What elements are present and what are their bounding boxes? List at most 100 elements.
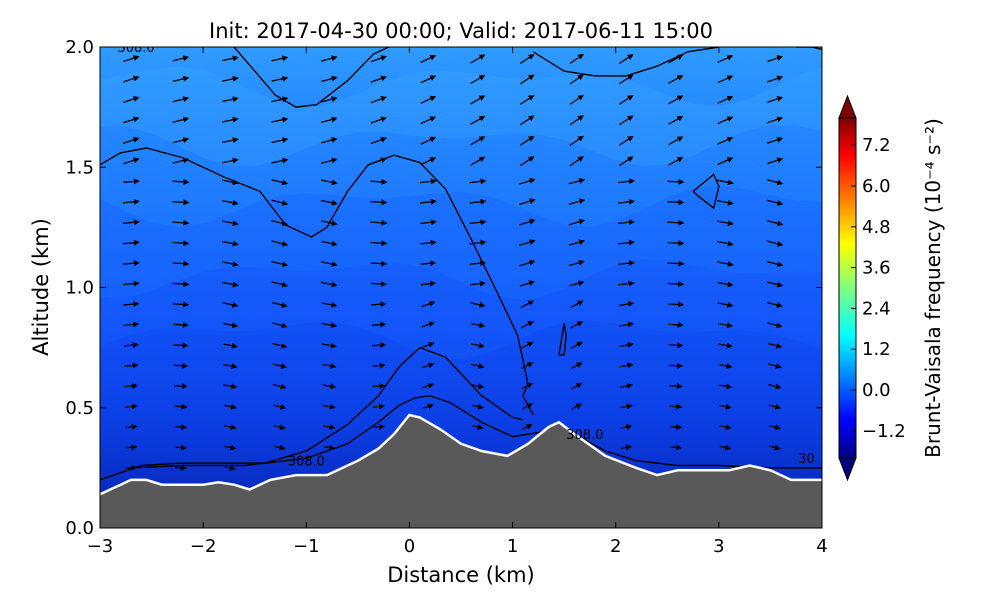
wind-vector [469,178,487,185]
wind-vector [370,281,387,287]
wind-vector [470,322,486,329]
wind-vector [420,55,437,63]
colorbar-extend-bottom [838,457,857,482]
wind-vector [172,219,190,226]
wind-vector [420,239,437,246]
colorbar-label: Brunt-Vaisala frequency (10⁻⁴ s⁻²) [921,118,945,458]
wind-vector [221,199,239,206]
y-axis-label: Altitude (km) [29,218,53,356]
wind-vector [172,116,190,123]
wind-vector [420,157,437,166]
wind-vector [221,240,239,247]
wind-vector [766,96,784,104]
y-axis: 0.0 0.5 1.0 1.5 2.0 [65,37,822,539]
x-tick-label: 0 [404,536,415,557]
wind-vector [669,403,683,410]
wind-vector [719,424,732,431]
wind-vector [271,116,289,123]
wind-vector [668,156,684,166]
wind-vector [222,342,238,349]
wind-vector [271,240,289,247]
wind-vector [370,199,388,206]
wind-vector [717,281,734,288]
wind-vector [124,362,139,369]
wind-vector [221,281,239,288]
wind-vector [470,74,486,85]
wind-vector [123,157,140,165]
wind-vector [717,199,734,206]
wind-vector [172,75,190,83]
colorbar-tick-label: 6.0 [862,176,891,197]
wind-vector [618,280,635,287]
wind-vector [520,300,535,309]
contour-line [558,323,567,356]
wind-vector [668,54,684,64]
wind-vector [124,382,139,389]
wind-vector [717,95,734,104]
wind-vector [223,403,237,410]
wind-vector [221,220,239,227]
wind-vector [766,199,784,206]
wind-vector [122,239,140,246]
wind-vector [271,55,289,62]
wind-vector [122,198,140,205]
wind-vector [569,115,584,126]
colorbar-frame [838,117,857,459]
wind-vector [766,55,784,63]
wind-vector [766,75,784,83]
wind-vector [321,322,338,329]
wind-vector [370,260,388,267]
wind-vector [321,96,338,103]
wind-vector [125,444,138,451]
wind-vector [175,464,187,471]
wind-vector [422,383,435,389]
wind-vector [569,280,585,287]
wind-vector [767,301,783,308]
wind-vector [668,95,684,105]
wind-vector [122,280,140,287]
contour-labels: 308.0 308.0 308.0 30 [117,47,814,470]
x-tick-label: 4 [816,536,827,557]
x-tick-label: −3 [87,536,114,557]
wind-vector [422,362,435,369]
wind-vector [321,137,338,144]
colorbar-tick-label: 1.2 [862,339,891,360]
wind-vector [222,301,239,308]
wind-vector [767,342,783,349]
wind-vector [717,301,734,308]
wind-vector [667,281,685,288]
colorbar: −1.2 0.0 1.2 2.4 3.6 4.8 6.0 7.2 Brunt-Vaisala … [838,94,945,482]
wind-vector [420,136,437,145]
colorbar-gradient [839,118,856,458]
wind-vector [370,219,388,226]
x-axis-label: Distance (km) [387,563,535,587]
wind-vector [271,179,289,186]
wind-vector [768,383,782,390]
wind-vector [221,55,239,62]
wind-vector [123,116,140,124]
wind-vector [471,362,485,369]
wind-vector [620,423,633,430]
wind-vector [321,301,338,308]
wind-vector [125,423,138,430]
wind-vector [620,444,633,451]
wind-vector [273,403,287,410]
wind-vector [274,444,286,451]
wind-vector [471,383,485,390]
wind-vector [470,156,486,166]
wind-vector [717,220,734,227]
colorbar-tick-label: −1.2 [862,421,906,442]
wind-vector [670,444,682,451]
wind-vector [766,281,784,288]
wind-vector [718,383,733,390]
wind-vector [469,239,487,246]
wind-vector [618,74,634,85]
contour-line [100,147,534,416]
wind-vector [173,383,188,390]
wind-vector [370,55,387,63]
contour-line [233,47,390,108]
wind-vector [420,219,437,226]
wind-vector [273,424,287,431]
wind-vector [124,403,138,410]
